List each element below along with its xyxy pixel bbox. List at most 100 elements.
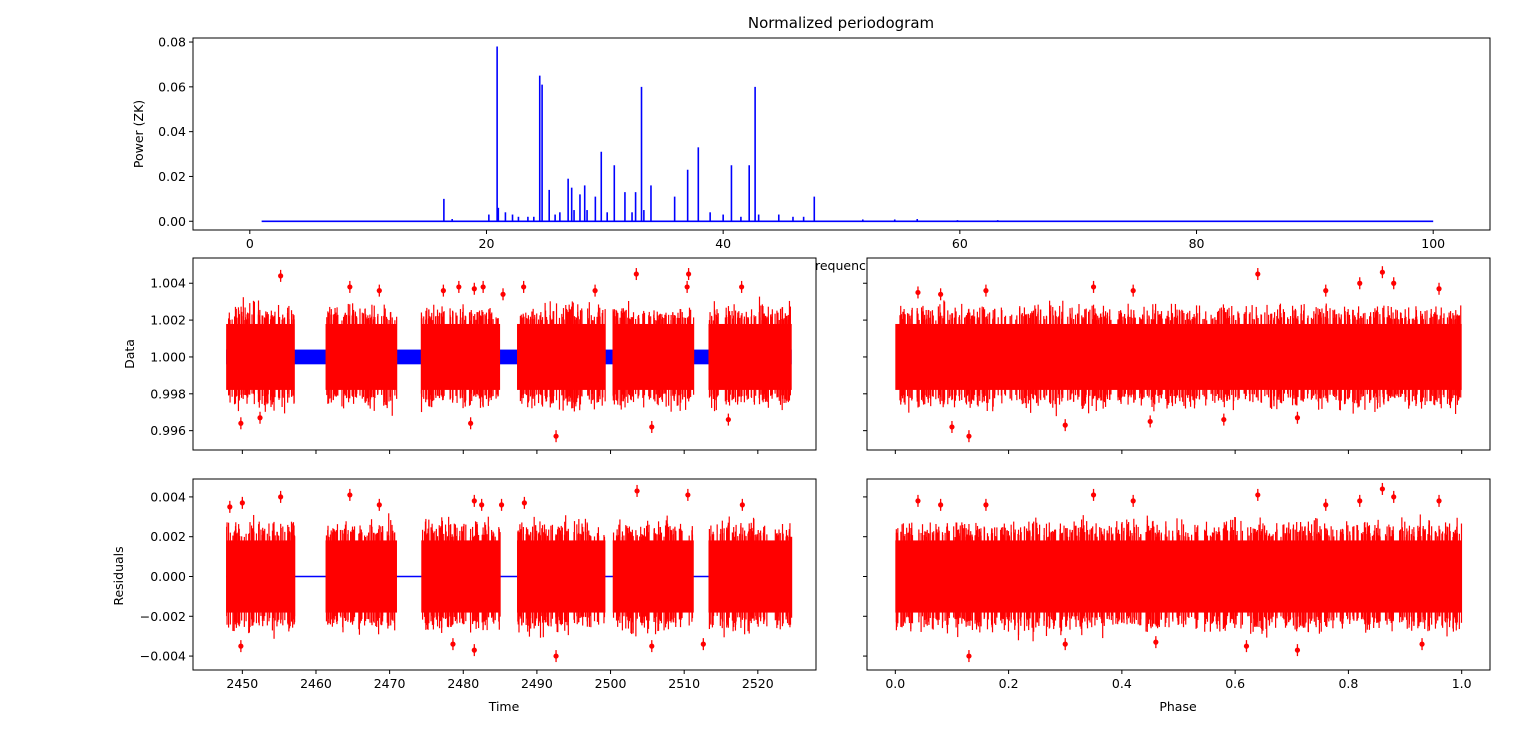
outlier-point — [1243, 643, 1250, 649]
y-tick-label: 0.002 — [150, 529, 186, 544]
outlier-point — [553, 433, 559, 439]
outlier-point — [1419, 641, 1425, 647]
x-tick-label: 0.8 — [1338, 676, 1358, 691]
data-time-ticks: 0.996 0.998 1.000 1.002 1.004 — [150, 276, 759, 454]
outlier-point — [915, 289, 921, 296]
x-tick-label: 2450 — [226, 676, 258, 691]
outlier-point — [1436, 286, 1442, 292]
x-tick-label: 100 — [1421, 236, 1445, 251]
outlier-point — [1255, 492, 1261, 498]
residuals-time-panel: 2450 2460 2470 2480 2490 2500 2510 2520 −0.004 −0… — [111, 478, 817, 714]
outlier-point — [1323, 502, 1329, 508]
y-tick-label: 0.000 — [150, 569, 186, 584]
y-tick-label: 0.998 — [150, 386, 186, 401]
model-band — [226, 349, 792, 365]
outlier-point — [553, 653, 559, 659]
outlier-point — [456, 284, 462, 290]
outlier-point — [739, 502, 745, 508]
outlier-point — [1379, 269, 1385, 275]
y-tick-label: 0.004 — [150, 489, 186, 504]
outlier-point — [500, 291, 506, 297]
outlier-point — [1090, 492, 1097, 498]
residuals-phase-panel: 0.0 0.2 0.4 0.6 0.8 1.0 Phase — [863, 478, 1491, 714]
x-tick-label: 0.0 — [885, 676, 905, 691]
outlier-point — [966, 653, 972, 659]
outlier-point — [1090, 284, 1097, 290]
outlier-point — [1130, 288, 1136, 294]
outlier-point — [949, 424, 955, 430]
outlier-point — [1153, 639, 1159, 645]
outlier-point — [938, 291, 944, 297]
x-tick-label: 20 — [479, 236, 495, 251]
x-tick-label: 0 — [246, 236, 254, 251]
y-tick-label: −0.002 — [140, 609, 186, 624]
data-ylabel: Data — [122, 339, 137, 369]
x-tick-label: 2490 — [521, 676, 553, 691]
outlier-point — [480, 284, 486, 290]
outlier-point — [1147, 418, 1153, 425]
residuals-time-frame — [192, 478, 817, 671]
y-tick-label: −0.004 — [140, 649, 186, 664]
outlier-point — [239, 500, 245, 506]
outlier-point — [1357, 280, 1363, 286]
outlier-point — [634, 488, 640, 494]
outlier-point — [739, 284, 745, 290]
y-tick-label: 1.002 — [150, 313, 186, 328]
time-xlabel: Time — [488, 699, 520, 714]
x-tick-label: 60 — [952, 236, 968, 251]
data-time-panel: 0.996 0.998 1.000 1.002 1.004 Data — [122, 257, 817, 454]
outlier-point — [521, 500, 527, 506]
periodogram-panel: Normalized periodogram 0 20 40 60 80 1000.000… — [131, 14, 1491, 273]
outlier-point — [983, 502, 989, 508]
residuals-time-plot-area — [226, 484, 793, 663]
x-tick-label: 2510 — [668, 676, 700, 691]
residuals-phase-plot-area — [895, 482, 1463, 663]
outlier-point — [257, 415, 263, 421]
periodogram-ticks: 0 20 40 60 80 100 0.00 0.02 0.04 0.06 0.08 — [158, 35, 1445, 251]
periodogram-frame — [192, 37, 1491, 231]
data-phase-plot-area — [895, 266, 1462, 443]
outlier-point — [1357, 498, 1363, 504]
x-tick-label: 0.4 — [1112, 676, 1132, 691]
outlier-point — [1379, 486, 1385, 492]
outlier-point — [498, 502, 505, 508]
data-time-frame — [192, 257, 817, 451]
outlier-point — [1391, 280, 1397, 286]
residuals-time-ticks: 2450 2460 2470 2480 2490 2500 2510 2520 −0.004 −0… — [140, 489, 774, 691]
outlier-point — [278, 273, 284, 279]
y-tick-label: 0.00 — [158, 214, 186, 229]
outlier-point — [1323, 288, 1329, 294]
y-tick-label: 1.004 — [150, 276, 186, 291]
outlier-point — [238, 643, 244, 649]
outlier-point — [685, 492, 691, 498]
x-tick-label: 2470 — [374, 676, 406, 691]
x-tick-label: 2520 — [742, 676, 774, 691]
outlier-point — [347, 492, 353, 498]
outlier-point — [450, 641, 456, 647]
data-phase-ticks — [863, 282, 1463, 454]
x-tick-label: 2460 — [300, 676, 332, 691]
outlier-point — [1062, 422, 1068, 428]
outlier-point — [1130, 498, 1136, 504]
outlier-point — [700, 641, 706, 647]
outlier-point — [649, 424, 655, 430]
outlier-point — [1221, 416, 1227, 423]
x-tick-label: 1.0 — [1452, 676, 1472, 691]
x-tick-label: 0.2 — [999, 676, 1019, 691]
outlier-point — [521, 284, 527, 290]
x-tick-label: 80 — [1189, 236, 1205, 251]
periodogram-xlabel: Frequency — [809, 258, 874, 273]
outlier-point — [1294, 415, 1301, 421]
data-phase-panel — [863, 257, 1491, 454]
outlier-point — [592, 288, 598, 294]
outlier-point — [1294, 647, 1301, 653]
outlier-point — [1255, 271, 1261, 277]
outlier-point — [983, 288, 989, 294]
periodogram-title: Normalized periodogram — [748, 14, 934, 32]
outlier-point — [725, 416, 731, 423]
residuals-ylabel: Residuals — [111, 546, 126, 605]
outlier-point — [278, 494, 284, 500]
outlier-point — [471, 498, 477, 504]
outlier-point — [649, 643, 655, 649]
